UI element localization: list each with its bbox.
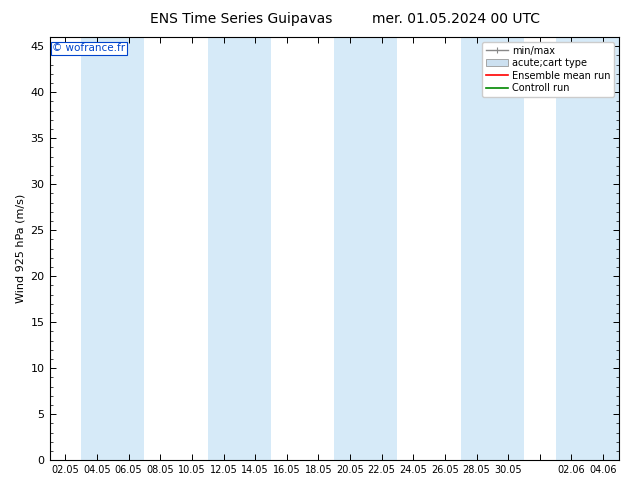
Bar (334, 37, 398, 460)
Text: mer. 01.05.2024 00 UTC: mer. 01.05.2024 00 UTC (373, 12, 540, 26)
Bar (81, 37, 145, 460)
Bar (461, 37, 524, 460)
Text: © wofrance.fr: © wofrance.fr (53, 44, 126, 53)
Y-axis label: Wind 925 hPa (m/s): Wind 925 hPa (m/s) (15, 194, 25, 303)
Legend: min/max, acute;cart type, Ensemble mean run, Controll run: min/max, acute;cart type, Ensemble mean … (482, 42, 614, 97)
Text: ENS Time Series Guipavas: ENS Time Series Guipavas (150, 12, 332, 26)
Bar (208, 37, 271, 460)
Bar (555, 37, 619, 460)
